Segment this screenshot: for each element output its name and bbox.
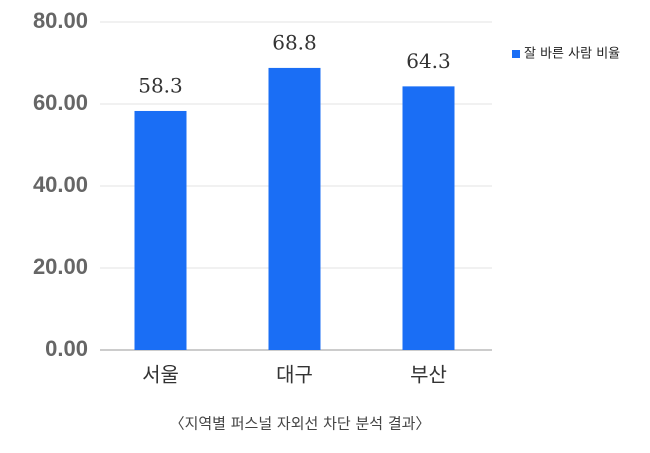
x-tick-label: 대구 <box>276 363 313 387</box>
y-tick-label: 60.00 <box>33 90 88 115</box>
legend-swatch <box>512 50 520 58</box>
y-tick-label: 80.00 <box>33 8 88 33</box>
legend-label: 잘 바른 사람 비율 <box>524 47 620 62</box>
x-tick-label: 서울 <box>142 363 179 387</box>
bar <box>134 110 187 350</box>
y-tick-label: 0.00 <box>45 336 88 361</box>
value-label: 68.8 <box>272 30 317 54</box>
x-tick-label: 부산 <box>410 363 447 387</box>
bar <box>268 67 321 351</box>
chart-caption: 〈지역별 퍼스널 자외선 차단 분석 결과〉 <box>170 415 431 433</box>
value-label: 64.3 <box>406 49 451 73</box>
value-label: 58.3 <box>138 73 183 97</box>
y-tick-label: 20.00 <box>33 254 88 279</box>
bar <box>402 86 455 351</box>
y-tick-label: 40.00 <box>33 172 88 197</box>
